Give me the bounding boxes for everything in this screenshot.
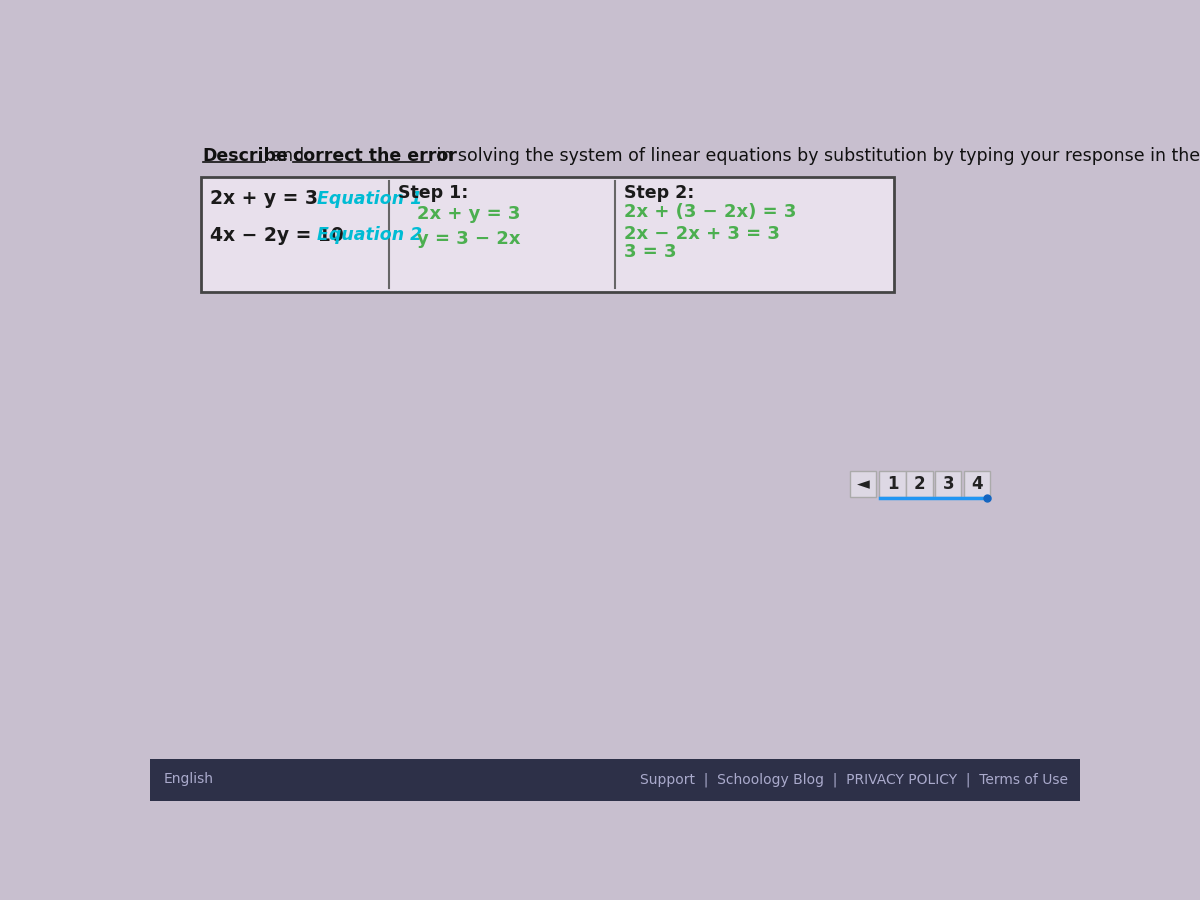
Text: Step 2:: Step 2: <box>624 184 695 202</box>
Text: 3 = 3: 3 = 3 <box>624 243 677 261</box>
Text: 2x + y = 3: 2x + y = 3 <box>210 189 318 209</box>
FancyBboxPatch shape <box>850 471 876 497</box>
Text: correct the error: correct the error <box>293 147 456 165</box>
FancyBboxPatch shape <box>150 759 1080 801</box>
Text: and: and <box>266 147 310 165</box>
Text: 4x − 2y = 10: 4x − 2y = 10 <box>210 226 344 245</box>
Text: 2x − 2x + 3 = 3: 2x − 2x + 3 = 3 <box>624 224 780 242</box>
Text: English: English <box>164 772 214 787</box>
FancyBboxPatch shape <box>935 471 961 497</box>
FancyBboxPatch shape <box>880 471 906 497</box>
Text: Equation 2: Equation 2 <box>317 226 422 244</box>
FancyBboxPatch shape <box>964 471 990 497</box>
Text: 3: 3 <box>942 475 954 493</box>
Text: 2x + (3 − 2x) = 3: 2x + (3 − 2x) = 3 <box>624 203 797 221</box>
Text: Equation 1: Equation 1 <box>317 190 422 208</box>
Text: Step 1:: Step 1: <box>398 184 468 202</box>
Text: 2: 2 <box>913 475 925 493</box>
Text: 2x + y = 3: 2x + y = 3 <box>418 205 521 223</box>
FancyBboxPatch shape <box>906 471 932 497</box>
Text: 1: 1 <box>887 475 898 493</box>
Text: in solving the system of linear equations by substitution by typing your respons: in solving the system of linear equation… <box>431 147 1200 165</box>
Text: 4: 4 <box>971 475 983 493</box>
Text: Describe: Describe <box>203 147 288 165</box>
FancyBboxPatch shape <box>202 177 894 292</box>
Text: Support  |  Schoology Blog  |  PRIVACY POLICY  |  Terms of Use: Support | Schoology Blog | PRIVACY POLIC… <box>641 772 1068 787</box>
Text: ◄: ◄ <box>857 475 869 493</box>
Text: y = 3 − 2x: y = 3 − 2x <box>418 230 521 248</box>
